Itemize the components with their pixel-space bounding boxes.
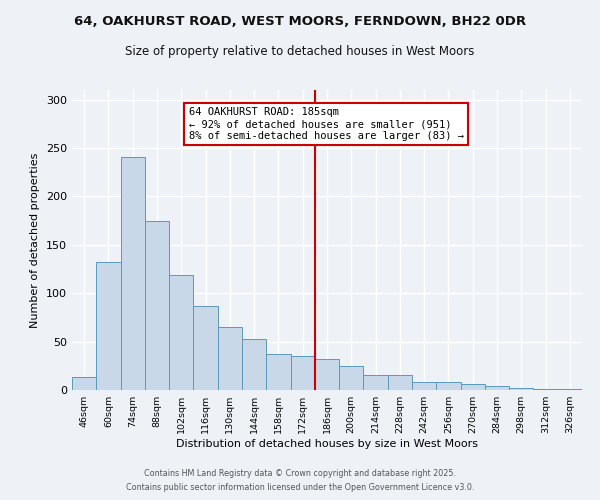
Bar xyxy=(315,359,339,390)
Bar xyxy=(339,366,364,390)
Bar xyxy=(533,389,558,390)
Bar xyxy=(72,378,96,390)
Bar xyxy=(388,374,412,390)
Bar xyxy=(145,220,169,390)
Bar xyxy=(193,306,218,390)
Text: Contains public sector information licensed under the Open Government Licence v3: Contains public sector information licen… xyxy=(126,484,474,492)
Bar xyxy=(266,354,290,390)
Bar xyxy=(509,388,533,390)
X-axis label: Distribution of detached houses by size in West Moors: Distribution of detached houses by size … xyxy=(176,439,478,449)
Bar xyxy=(96,262,121,390)
Bar xyxy=(412,382,436,390)
Bar xyxy=(169,275,193,390)
Bar xyxy=(364,374,388,390)
Text: Size of property relative to detached houses in West Moors: Size of property relative to detached ho… xyxy=(125,45,475,58)
Y-axis label: Number of detached properties: Number of detached properties xyxy=(31,152,40,328)
Text: 64 OAKHURST ROAD: 185sqm
← 92% of detached houses are smaller (951)
8% of semi-d: 64 OAKHURST ROAD: 185sqm ← 92% of detach… xyxy=(188,108,464,140)
Bar xyxy=(290,356,315,390)
Bar xyxy=(242,338,266,390)
Bar xyxy=(485,386,509,390)
Bar xyxy=(558,389,582,390)
Bar xyxy=(461,384,485,390)
Bar xyxy=(121,157,145,390)
Bar xyxy=(436,382,461,390)
Bar xyxy=(218,327,242,390)
Text: 64, OAKHURST ROAD, WEST MOORS, FERNDOWN, BH22 0DR: 64, OAKHURST ROAD, WEST MOORS, FERNDOWN,… xyxy=(74,15,526,28)
Text: Contains HM Land Registry data © Crown copyright and database right 2025.: Contains HM Land Registry data © Crown c… xyxy=(144,468,456,477)
